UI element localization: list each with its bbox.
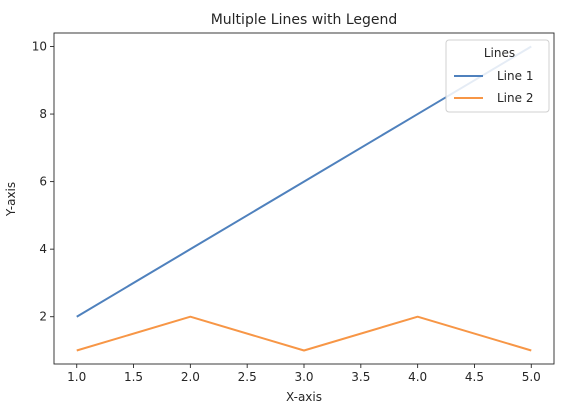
x-tick-label: 3.0 xyxy=(294,370,313,384)
y-tick-label: 8 xyxy=(39,107,47,121)
y-tick-label: 4 xyxy=(39,242,47,256)
x-tick-label: 2.5 xyxy=(238,370,257,384)
x-tick-label: 1.0 xyxy=(67,370,86,384)
y-tick-label: 6 xyxy=(39,175,47,189)
x-axis-label: X-axis xyxy=(286,390,322,404)
x-tick-label: 4.5 xyxy=(465,370,484,384)
x-tick-label: 3.5 xyxy=(351,370,370,384)
legend-label-1: Line 1 xyxy=(497,69,533,83)
legend: Lines Line 1 Line 2 xyxy=(445,39,550,113)
y-axis-ticks: 2 4 6 8 10 xyxy=(32,40,54,324)
x-tick-label: 5.0 xyxy=(522,370,541,384)
x-tick-label: 4.0 xyxy=(408,370,427,384)
legend-title: Lines xyxy=(484,46,515,60)
legend-box xyxy=(445,39,550,113)
y-tick-label: 10 xyxy=(32,40,47,54)
y-axis-label: Y-axis xyxy=(4,182,18,217)
chart-title: Multiple Lines with Legend xyxy=(211,12,398,28)
legend-label-2: Line 2 xyxy=(497,91,533,105)
x-axis-ticks: 1.0 1.5 2.0 2.5 3.0 3.5 4.0 4.5 5.0 xyxy=(67,364,541,384)
series-line-2 xyxy=(76,315,532,352)
y-tick-label: 2 xyxy=(39,310,47,324)
x-tick-label: 1.5 xyxy=(124,370,143,384)
x-tick-label: 2.0 xyxy=(181,370,200,384)
